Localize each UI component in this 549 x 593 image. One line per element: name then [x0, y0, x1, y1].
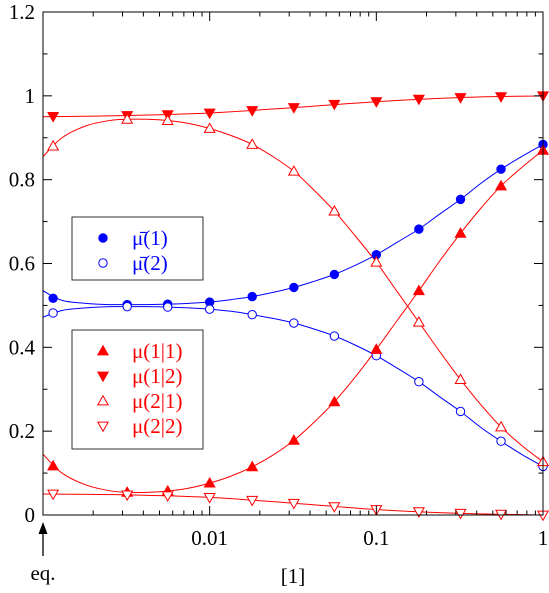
legend-marker — [96, 344, 110, 356]
legend-2: μ(1|1)μ(1|2)μ(2|1)μ(2|2) — [71, 329, 204, 450]
data-point — [203, 108, 216, 120]
y-tick-label: 1.2 — [9, 0, 35, 24]
data-point — [247, 291, 257, 302]
x-axis-label: [1] — [281, 564, 306, 588]
data-point — [161, 491, 174, 502]
data-point — [414, 224, 424, 234]
axis-ticks — [43, 11, 544, 516]
data-point — [246, 106, 259, 117]
data-point — [494, 179, 508, 191]
data-point — [329, 269, 340, 280]
data-point — [328, 99, 341, 111]
data-point — [370, 343, 383, 354]
data-point — [496, 164, 506, 174]
y-tick-label: 0 — [25, 503, 36, 527]
data-point — [454, 93, 467, 104]
eq-arrow-head — [38, 522, 48, 534]
y-tick-label: 0.2 — [9, 419, 35, 443]
data-point — [455, 194, 466, 205]
data-point — [246, 460, 259, 472]
legend-label: μ(2|2) — [132, 414, 182, 438]
data-point — [48, 308, 58, 318]
y-tick-label: 0.8 — [9, 168, 35, 192]
data-point — [47, 111, 60, 123]
data-point — [47, 139, 60, 151]
data-point — [289, 282, 299, 293]
data-point — [47, 459, 60, 471]
legend-label: μ(1|1) — [132, 339, 182, 363]
series-points-5 — [47, 489, 549, 522]
axis-labels: 0 0.2 0.4 0.6 0.8 1 1.2 0.01 0.1 1 [1] eq. — [9, 0, 549, 588]
data-point — [203, 476, 216, 488]
data-point — [48, 293, 58, 303]
series-points-3 — [47, 91, 549, 123]
data-point — [247, 309, 257, 320]
data-point — [328, 502, 341, 513]
data-point — [454, 373, 467, 385]
data-point — [121, 490, 134, 502]
data-point — [454, 508, 467, 520]
legend-marker — [96, 371, 110, 383]
data-point — [496, 436, 506, 446]
y-tick-label: 0.6 — [9, 252, 35, 276]
data-point — [162, 302, 173, 312]
legend-label: μ(2|1) — [132, 389, 182, 413]
data-point — [412, 315, 425, 327]
data-point — [412, 94, 425, 106]
legend-box — [71, 329, 204, 450]
data-point — [246, 138, 259, 149]
data-point — [494, 420, 508, 432]
legend-1: μ̄(1)μ̄(2) — [71, 216, 204, 281]
eq-label: eq. — [30, 561, 55, 585]
data-point — [246, 495, 259, 507]
x-tick-label: 1 — [538, 526, 549, 550]
data-point — [287, 103, 300, 114]
legend-label: μ(1|2) — [132, 364, 182, 388]
y-tick-label: 1 — [25, 84, 36, 108]
legends: μ̄(1)μ̄(2) μ(1|1)μ(1|2)μ(2|1)μ(2|2) — [71, 216, 204, 450]
legend-marker — [98, 233, 108, 243]
data-point — [414, 377, 424, 387]
data-point — [203, 122, 216, 133]
x-tick-label: 0.01 — [191, 526, 228, 550]
y-tick-label: 0.4 — [9, 335, 36, 359]
data-point — [494, 92, 508, 103]
legend-marker — [96, 394, 110, 406]
data-point — [161, 114, 174, 125]
data-point — [370, 256, 383, 267]
data-point — [329, 331, 340, 341]
data-point — [204, 304, 215, 314]
legend-marker — [98, 258, 108, 268]
data-point — [328, 204, 341, 216]
data-point — [412, 507, 425, 518]
series-curves — [43, 95, 543, 515]
data-point — [287, 434, 300, 445]
data-point — [412, 284, 425, 296]
data-point — [47, 489, 60, 501]
data-point — [287, 498, 300, 510]
x-tick-label: 0.1 — [363, 526, 389, 550]
legend-label: μ̄(2) — [132, 251, 168, 275]
legend-label: μ̄(1) — [132, 226, 168, 250]
data-point — [454, 227, 467, 238]
legend-box — [71, 216, 204, 281]
series-markers — [47, 91, 549, 522]
data-point — [121, 113, 134, 124]
data-point — [328, 395, 341, 407]
data-point — [203, 492, 216, 504]
series-points-1 — [48, 301, 548, 472]
legend-marker — [96, 421, 110, 433]
data-point — [289, 318, 299, 328]
data-point — [455, 406, 466, 417]
data-point — [370, 97, 383, 108]
data-point — [122, 301, 132, 312]
data-point — [287, 165, 300, 176]
series-points-4 — [47, 113, 549, 467]
